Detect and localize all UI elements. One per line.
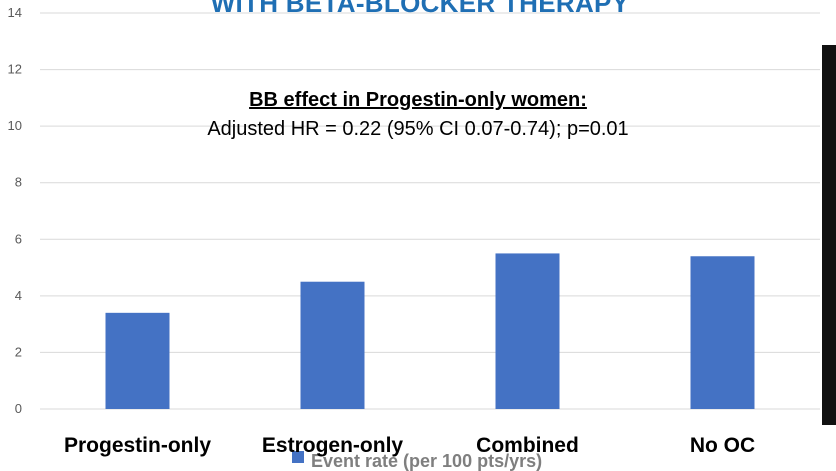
y-tick-label-2: 2 (15, 344, 22, 359)
y-tick-label-4: 4 (15, 288, 22, 303)
slide-title: WITH BETA-BLOCKER THERAPY (210, 0, 630, 18)
y-tick-label-10: 10 (8, 118, 22, 133)
x-tick-label-no-oc: No OC (690, 434, 755, 457)
x-tick-label-progestin-only: Progestin-only (64, 434, 211, 457)
annotation-heading: BB effect in Progestin-only women: (249, 89, 587, 111)
y-tick-label-12: 12 (8, 62, 22, 77)
x-tick-label-estrogen-only: Estrogen-only (262, 434, 403, 457)
bar-combined (495, 253, 560, 409)
window-edge-bar (822, 45, 836, 425)
bar-no-oc (690, 256, 755, 409)
y-tick-label-8: 8 (15, 175, 22, 190)
y-tick-label-14: 14 (8, 5, 22, 20)
y-tick-label-0: 0 (15, 401, 22, 416)
y-tick-label-6: 6 (15, 231, 22, 246)
bar-estrogen-only (300, 281, 365, 409)
annotation-detail: Adjusted HR = 0.22 (95% CI 0.07-0.74); p… (207, 118, 629, 140)
x-tick-label-combined: Combined (476, 434, 579, 457)
legend-label: Event rate (per 100 pts/yrs) (311, 451, 542, 471)
legend-swatch (292, 451, 304, 463)
bar-progestin-only (105, 312, 170, 409)
